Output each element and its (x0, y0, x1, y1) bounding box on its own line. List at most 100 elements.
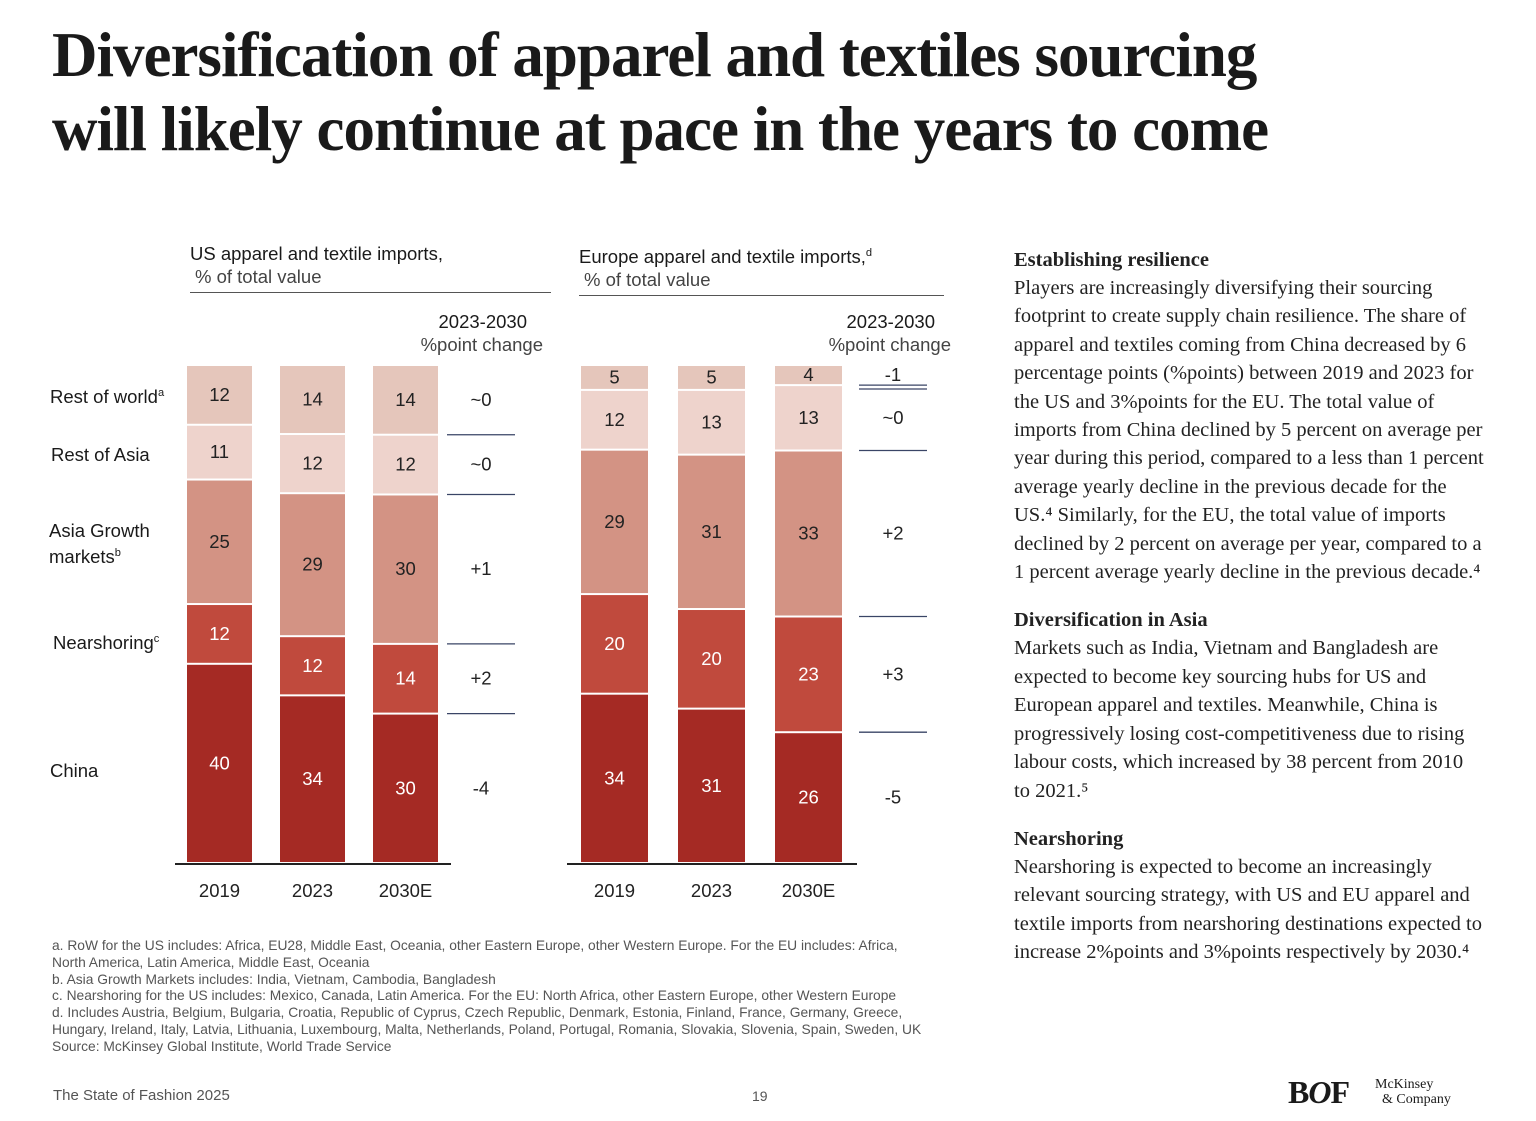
x-tick-label: 2023 (292, 880, 333, 901)
eu-change-header: 2023-2030 %point change (808, 310, 951, 356)
bar-segment-asia-growth-markets (280, 494, 345, 636)
legend-rest-of-asia: Rest of Asia (51, 444, 150, 465)
data-label: 12 (395, 454, 416, 475)
x-tick-label: 2019 (594, 880, 635, 901)
eu-title: Europe apparel and textile imports, (579, 246, 866, 268)
source-note: Source: McKinsey Global Institute, World… (52, 1038, 392, 1054)
bof-logo: BOF (1288, 1074, 1350, 1110)
data-label: 34 (604, 767, 625, 788)
data-label: 31 (701, 521, 722, 542)
data-label: 12 (209, 623, 230, 644)
data-label: 23 (798, 663, 819, 684)
section-heading: Establishing resilience (1014, 249, 1209, 271)
us-change-title: 2023-2030 (438, 311, 527, 332)
us-chart-title: US apparel and textile imports, % of tot… (190, 242, 551, 293)
change-label: +1 (470, 558, 491, 579)
data-label: 33 (798, 523, 819, 544)
bar-segment-china (775, 733, 842, 862)
change-label: -5 (885, 787, 901, 808)
change-label: ~0 (470, 389, 491, 410)
legend-china: China (50, 760, 99, 781)
change-label: ~0 (882, 407, 903, 428)
data-label: 20 (701, 648, 722, 669)
data-label: 12 (209, 384, 230, 405)
bar-segment-china (373, 714, 438, 862)
bar-segment-china (187, 664, 252, 862)
data-label: 29 (302, 554, 323, 575)
data-label: 26 (798, 787, 819, 808)
footnote: c. Nearshoring for the US includes: Mexi… (52, 988, 897, 1004)
bar-segment-china (280, 696, 345, 862)
publication-name: The State of Fashion 2025 (53, 1087, 230, 1104)
x-tick-label: 2023 (691, 880, 732, 901)
title-line-1: Diversification of apparel and textiles … (52, 20, 1257, 90)
data-label: 5 (706, 366, 716, 387)
footnote: Hungary, Ireland, Italy, Latvia, Lithuan… (52, 1021, 922, 1037)
bar-segment-rest-of-world (373, 366, 438, 434)
bar-segment-nearshoring (187, 605, 252, 663)
legend-nearshoring: Nearshoringc (53, 632, 160, 654)
section-body: Markets such as India, Vietnam and Bangl… (1014, 637, 1465, 802)
page-number: 19 (752, 1088, 768, 1104)
footnote: a. RoW for the US includes: Africa, EU28… (52, 938, 898, 953)
footnote: North America, Latin America, Middle Eas… (52, 954, 370, 970)
bar-segment-asia-growth-markets (581, 450, 648, 594)
change-label: +2 (470, 668, 491, 689)
data-label: 30 (395, 777, 416, 798)
legend-rest-of-world: Rest of worlda (50, 386, 165, 408)
data-label: 5 (609, 366, 619, 387)
eu-chart-title: Europe apparel and textile imports,d % o… (579, 242, 944, 297)
us-subtitle: % of total value (195, 266, 322, 287)
data-label: 14 (395, 668, 416, 689)
data-label: 14 (302, 389, 323, 410)
eu-change-title: 2023-2030 (846, 311, 935, 332)
section-heading: Nearshoring (1014, 827, 1124, 850)
bar-segment-nearshoring (678, 610, 745, 708)
data-label: 12 (302, 655, 323, 676)
change-label: ~0 (470, 454, 491, 475)
page-title: Diversification of apparel and textiles … (52, 18, 1269, 166)
bar-segment-nearshoring (581, 595, 648, 693)
data-label: 29 (604, 511, 625, 532)
change-label: -1 (885, 364, 901, 385)
data-label: 40 (209, 752, 230, 773)
data-label: 4 (803, 364, 813, 385)
bar-segment-asia-growth-markets (678, 455, 745, 609)
bar-segment-china (581, 694, 648, 862)
bar-segment-rest-of-world (775, 366, 842, 385)
footnote: d. Includes Austria, Belgium, Bulgaria, … (52, 1005, 903, 1021)
bar-segment-rest-of-asia (775, 386, 842, 450)
eu-change-subtitle: %point change (828, 334, 951, 355)
bar-segment-asia-growth-markets (187, 480, 252, 604)
data-label: 12 (302, 453, 323, 474)
title-line-2: will likely continue at pace in the year… (52, 94, 1269, 164)
data-label: 13 (798, 407, 819, 428)
eu-subtitle: % of total value (584, 269, 711, 291)
data-label: 20 (604, 633, 625, 654)
footnote: b. Asia Growth Markets includes: India, … (52, 971, 496, 987)
data-label: 34 (302, 768, 323, 789)
change-label: -4 (473, 777, 489, 798)
bar-segment-asia-growth-markets (775, 451, 842, 616)
mckinsey-logo: McKinsey & Company (1375, 1077, 1451, 1107)
bar-segment-rest-of-asia (373, 435, 438, 494)
us-title: US apparel and textile imports, (190, 243, 443, 264)
x-tick-label: 2030E (782, 880, 836, 901)
data-label: 12 (604, 409, 625, 430)
x-tick-label: 2030E (379, 880, 433, 901)
data-label: 25 (209, 531, 230, 552)
legend-asia-growth: Asia Growth marketsb (49, 520, 150, 568)
stacked-bar-charts: 4012251112201934122912142023301430121420… (175, 364, 927, 901)
data-label: 11 (210, 441, 229, 462)
us-change-subtitle: %point change (420, 334, 543, 355)
data-label: 30 (395, 558, 416, 579)
footnotes: a. RoW for the US includes: Africa, EU28… (52, 938, 992, 1056)
change-label: +2 (882, 523, 903, 544)
bar-segment-nearshoring (775, 617, 842, 732)
bar-segment-rest-of-world (187, 366, 252, 424)
bar-segment-rest-of-asia (581, 390, 648, 449)
bar-segment-nearshoring (373, 644, 438, 713)
bar-segment-asia-growth-markets (373, 495, 438, 643)
bar-segment-rest-of-world (280, 366, 345, 434)
eu-title-sup: d (865, 247, 873, 259)
